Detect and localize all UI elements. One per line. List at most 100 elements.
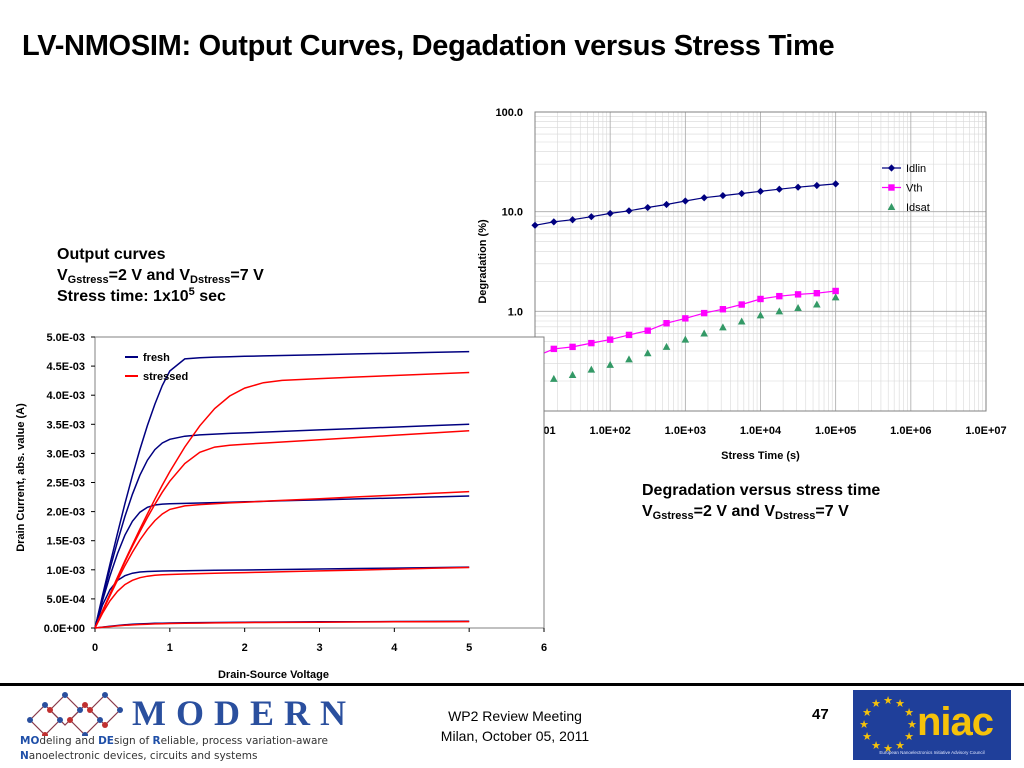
x-axis-label: Stress Time (s) [721, 450, 800, 462]
data-point [681, 335, 690, 343]
x-tick-label: 1 [167, 642, 173, 654]
x-tick-label: 4 [391, 642, 398, 654]
niac-logo: ★ ★ ★ ★ ★ ★ ★ ★ ★ ★ ★ ★ niac European Nanoelectr… [853, 690, 1011, 760]
x-tick-label: 3 [316, 642, 322, 654]
data-point [794, 291, 802, 298]
data-point [587, 365, 596, 373]
x-axis-label: Drain-Source Voltage [218, 669, 329, 681]
x-tick-label: 1.0E+02 [590, 425, 631, 437]
data-point [719, 191, 727, 200]
x-tick-label: 1.0E+03 [665, 425, 706, 437]
data-point [662, 200, 671, 209]
svg-text:★: ★ [907, 719, 917, 731]
svg-text:★: ★ [883, 743, 893, 754]
data-point [776, 292, 783, 300]
data-point [831, 293, 840, 301]
data-point [587, 213, 595, 221]
x-tick-label: 5 [466, 642, 472, 654]
meeting-info: WP2 Review Meeting Milan, October 05, 20… [400, 706, 630, 746]
svg-text:★: ★ [883, 695, 893, 707]
y-tick-label: 3.0E-03 [46, 448, 85, 460]
data-point [625, 331, 633, 339]
curve-stressed [94, 371, 470, 629]
svg-text:★: ★ [904, 707, 914, 719]
output-curves-chart: 0.0E+00 5.0E-04 1.0E-03 1.5E-03 2.0E-03 2.5E-… [15, 332, 547, 681]
series-idsat [531, 293, 840, 387]
data-point [700, 309, 708, 317]
x-tick-label: 6 [541, 642, 547, 654]
degradation-caption: Degradation versus stress time VGstress=… [642, 480, 880, 522]
curve-fresh [94, 495, 470, 629]
data-point [550, 345, 558, 353]
caption-line-2: VGstress=2 V and VDstress=7 V [57, 267, 264, 286]
curve-stressed [94, 490, 470, 629]
data-point [756, 187, 765, 195]
data-point [719, 306, 727, 313]
data-point [662, 342, 671, 350]
y-tick-label: 3.5E-03 [46, 419, 85, 431]
data-point [568, 370, 577, 378]
degradation-chart: 1.0E+011.0E+021.0E+031.0E+041.0E+051.0E+… [477, 107, 1007, 462]
curve-fresh [94, 350, 470, 629]
meeting-name: WP2 Review Meeting [448, 708, 582, 724]
slide-title: LV-NMOSIM: Output Curves, Degadation ver… [22, 30, 835, 62]
data-point [719, 323, 727, 331]
data-point [588, 339, 595, 347]
y-tick-label: 0.0E+00 [44, 623, 85, 635]
legend: Idlin Vth Idsat [882, 163, 930, 214]
data-point [625, 207, 633, 215]
data-point [644, 327, 651, 334]
y-tick-label: 4.0E-03 [46, 390, 85, 402]
y-tick-label: 100.0 [495, 107, 523, 119]
data-point [643, 349, 652, 357]
data-point [625, 355, 633, 363]
data-point [813, 300, 821, 308]
niac-wordmark: niac [917, 700, 994, 744]
output-curves-caption: Output curves VGstress=2 V and VDstress=… [57, 244, 264, 307]
svg-text:★: ★ [904, 731, 914, 743]
data-point [756, 311, 765, 319]
data-point [794, 304, 802, 312]
y-tick-label: 2.5E-03 [46, 478, 85, 490]
data-point [757, 295, 764, 303]
x-tick-label: 1.0E+04 [740, 425, 782, 437]
x-tick-label: 1.0E+06 [890, 425, 931, 437]
y-tick-label: 4.5E-03 [46, 361, 85, 373]
x-tick-label: 2 [242, 642, 248, 654]
data-point [737, 317, 746, 325]
data-point [813, 181, 821, 190]
legend-label: fresh [143, 352, 170, 364]
data-point [832, 287, 839, 295]
x-tick-label: 1.0E+07 [965, 425, 1006, 437]
y-tick-label: 5.0E-04 [46, 594, 85, 606]
legend: fresh stressed [125, 352, 188, 383]
legend-label: Vth [906, 183, 923, 195]
legend-marker [888, 184, 895, 191]
data-point [775, 307, 784, 315]
data-point [700, 194, 708, 202]
y-axis-label: Drain Current, abs. value (A) [15, 403, 27, 552]
series-idlin [531, 180, 840, 229]
curve-stressed [94, 620, 470, 629]
curve-fresh [94, 566, 470, 629]
eu-stars-icon: ★ ★★ ★★★ ★★★ ★★★ [859, 695, 917, 754]
y-tick-label: 1.0 [508, 306, 523, 318]
caption-line-1: Output curves [57, 246, 166, 263]
caption-line-1: Degradation versus stress time [642, 482, 881, 499]
plot-area [94, 336, 545, 629]
data-point [738, 189, 746, 198]
modern-logo: MODERN MOdeling and DEsign of Reliable, … [20, 690, 350, 765]
data-point [550, 218, 558, 226]
x-tick-label: 0 [92, 642, 98, 654]
plot-area [534, 111, 987, 412]
data-point [700, 329, 708, 337]
svg-text:★: ★ [871, 740, 881, 752]
data-point [682, 315, 689, 322]
legend-marker [887, 164, 896, 172]
curve-stressed [94, 566, 470, 629]
data-point [568, 216, 577, 224]
legend-marker [887, 203, 896, 210]
data-point [813, 290, 821, 297]
modern-tagline: MOdeling and DEsign of Reliable, process… [20, 735, 328, 762]
svg-text:★: ★ [862, 707, 872, 719]
